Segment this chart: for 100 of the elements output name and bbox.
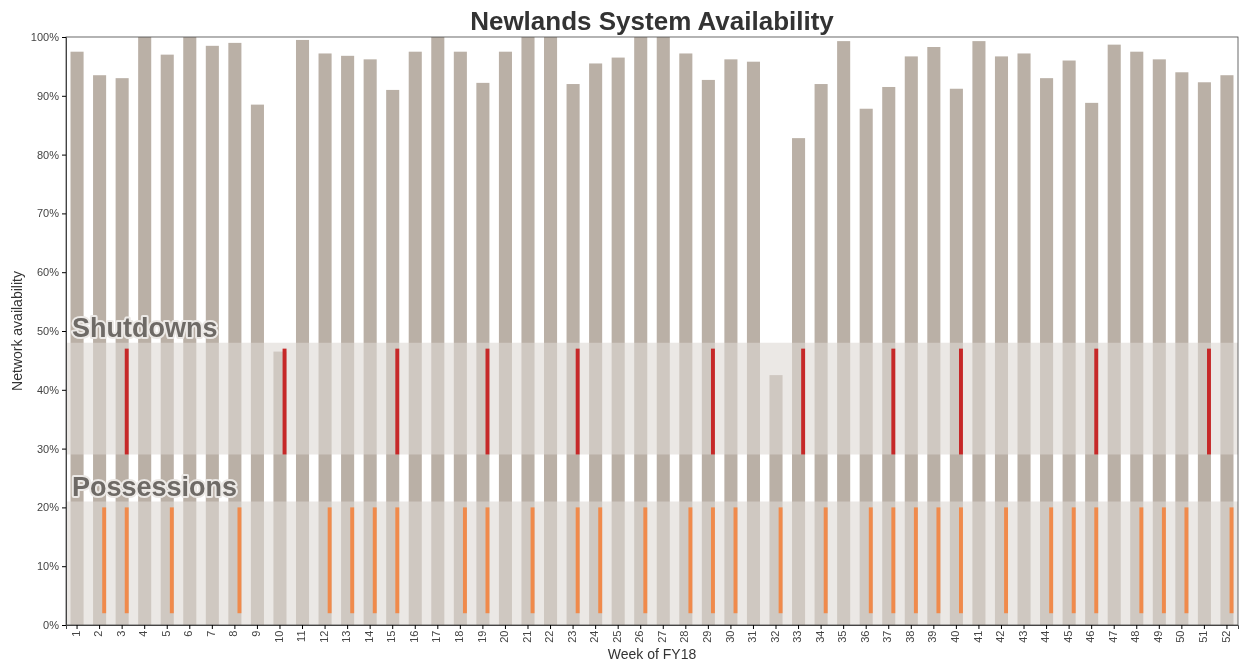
bar	[589, 63, 603, 625]
bar	[295, 39, 310, 625]
bar	[634, 37, 648, 625]
bar	[575, 348, 580, 455]
x-tick-label: 2	[92, 630, 105, 637]
x-tick-label: 27	[655, 630, 668, 643]
x-tick-label: 18	[452, 630, 465, 643]
x-tick-label: 52	[1219, 630, 1232, 643]
x-tick-label: 44	[1039, 630, 1052, 643]
x-tick-label: 33	[791, 630, 804, 643]
y-tick-label: 80%	[36, 148, 60, 161]
bar	[688, 507, 693, 614]
bar	[453, 51, 467, 625]
bar	[959, 348, 963, 455]
x-tick-label: 41	[971, 630, 984, 643]
bar	[1184, 507, 1189, 614]
x-tick-label: 46	[1084, 630, 1097, 643]
bar	[1062, 60, 1076, 625]
bar	[1094, 348, 1099, 455]
bar	[521, 37, 535, 625]
x-tick-label: 45	[1061, 630, 1074, 643]
y-tick-label: 0%	[43, 619, 60, 632]
bar	[1130, 51, 1144, 625]
bar	[679, 53, 693, 625]
bar	[1071, 507, 1076, 614]
bar	[237, 507, 242, 614]
bar	[891, 507, 896, 614]
bar	[462, 507, 467, 614]
x-tick-label: 7	[204, 630, 217, 637]
bar	[1107, 44, 1121, 625]
bar	[1161, 507, 1166, 614]
bar	[530, 507, 535, 614]
bar	[891, 348, 896, 455]
x-tick-label: 24	[588, 630, 601, 643]
bar	[124, 348, 129, 455]
bar	[1152, 59, 1166, 625]
bar	[859, 108, 873, 625]
x-tick-label: 17	[430, 630, 443, 643]
y-tick-label: 40%	[36, 383, 60, 396]
x-tick-label: 30	[723, 630, 736, 643]
x-tick-label: 28	[678, 630, 691, 643]
x-tick-label: 51	[1197, 630, 1209, 643]
x-tick-label: 43	[1016, 630, 1029, 643]
bar	[1094, 507, 1099, 614]
bar	[395, 507, 400, 614]
bar	[1197, 82, 1211, 625]
bar	[913, 507, 918, 614]
bar	[837, 41, 851, 625]
bar	[936, 507, 941, 614]
bar	[169, 507, 174, 614]
y-tick-label: 20%	[36, 501, 60, 514]
bar	[656, 37, 670, 625]
bar	[1207, 348, 1211, 455]
bar	[643, 507, 648, 614]
x-tick-label: 13	[340, 630, 353, 643]
bar	[814, 84, 828, 625]
x-tick-label: 1	[69, 630, 82, 637]
bar	[792, 138, 806, 625]
y-tick-label: 70%	[36, 207, 60, 220]
x-tick-label: 22	[543, 630, 556, 643]
x-tick-label: 8	[227, 630, 240, 637]
bar	[598, 507, 603, 614]
bar	[341, 55, 355, 625]
bar	[972, 41, 986, 625]
bar	[927, 47, 941, 625]
bar	[544, 37, 558, 625]
x-tick-label: 38	[903, 630, 916, 643]
x-tick-label: 15	[385, 630, 398, 643]
bar	[318, 53, 332, 625]
x-tick-label: 11	[295, 630, 308, 642]
y-axis-title: Network availability	[9, 271, 25, 391]
bar	[408, 51, 422, 625]
x-tick-label: 19	[475, 630, 488, 643]
bar	[350, 507, 355, 614]
y-tick-label: 30%	[36, 442, 60, 455]
x-tick-label: 21	[520, 630, 533, 643]
x-tick-label: 6	[182, 630, 195, 637]
bar	[904, 56, 918, 625]
x-tick-label: 5	[159, 630, 172, 637]
bar	[575, 507, 580, 614]
x-tick-label: 9	[250, 630, 263, 637]
x-tick-label: 12	[317, 630, 330, 643]
y-tick-label: 100%	[30, 31, 60, 44]
bar	[710, 507, 715, 614]
bar	[1017, 53, 1031, 625]
x-tick-label: 3	[114, 630, 127, 637]
x-tick-label: 10	[272, 630, 285, 643]
bar	[868, 507, 873, 614]
chart-title: Newlands System Availability	[470, 6, 835, 36]
bar	[611, 57, 625, 625]
y-tick-label: 10%	[36, 560, 60, 573]
x-tick-label: 16	[407, 630, 420, 643]
x-tick-label: 37	[881, 630, 894, 643]
x-tick-label: 31	[746, 630, 759, 643]
bar	[1040, 78, 1054, 625]
x-tick-label: 23	[565, 630, 578, 643]
x-axis-title: Week of FY18	[607, 646, 697, 662]
bar	[710, 348, 715, 455]
bar	[431, 37, 445, 625]
bar	[1220, 75, 1234, 625]
